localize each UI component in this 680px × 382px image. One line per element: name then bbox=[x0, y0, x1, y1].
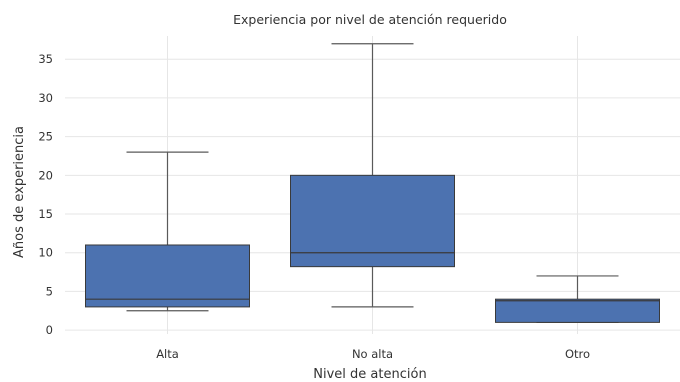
y-tick-label: 0 bbox=[46, 323, 53, 337]
y-tick-label: 5 bbox=[46, 284, 53, 298]
x-tick-label: No alta bbox=[352, 347, 393, 361]
y-tick-label: 10 bbox=[38, 246, 53, 260]
y-tick-label: 25 bbox=[38, 130, 53, 144]
y-tick-label: 20 bbox=[38, 168, 53, 182]
x-axis-label: Nivel de atención bbox=[313, 367, 426, 382]
iqr-box bbox=[85, 244, 250, 308]
iqr-box bbox=[495, 298, 660, 323]
box-otro bbox=[495, 275, 660, 323]
chart-title: Experiencia por nivel de atención requer… bbox=[233, 12, 507, 27]
iqr-box bbox=[290, 174, 455, 268]
y-tick-label: 15 bbox=[38, 207, 53, 221]
x-tick-label: Otro bbox=[565, 347, 590, 361]
y-axis-label: Años de experiencia bbox=[12, 126, 27, 258]
box-alta bbox=[85, 151, 250, 312]
box-no-alta bbox=[290, 43, 455, 308]
boxes bbox=[85, 43, 660, 323]
y-tick-label: 30 bbox=[38, 91, 53, 105]
x-axis-ticks: Alta No alta Otro bbox=[156, 347, 590, 361]
y-tick-label: 35 bbox=[38, 52, 53, 66]
x-tick-label: Alta bbox=[156, 347, 179, 361]
y-axis-ticks: 0 5 10 15 20 25 30 35 bbox=[38, 52, 53, 337]
